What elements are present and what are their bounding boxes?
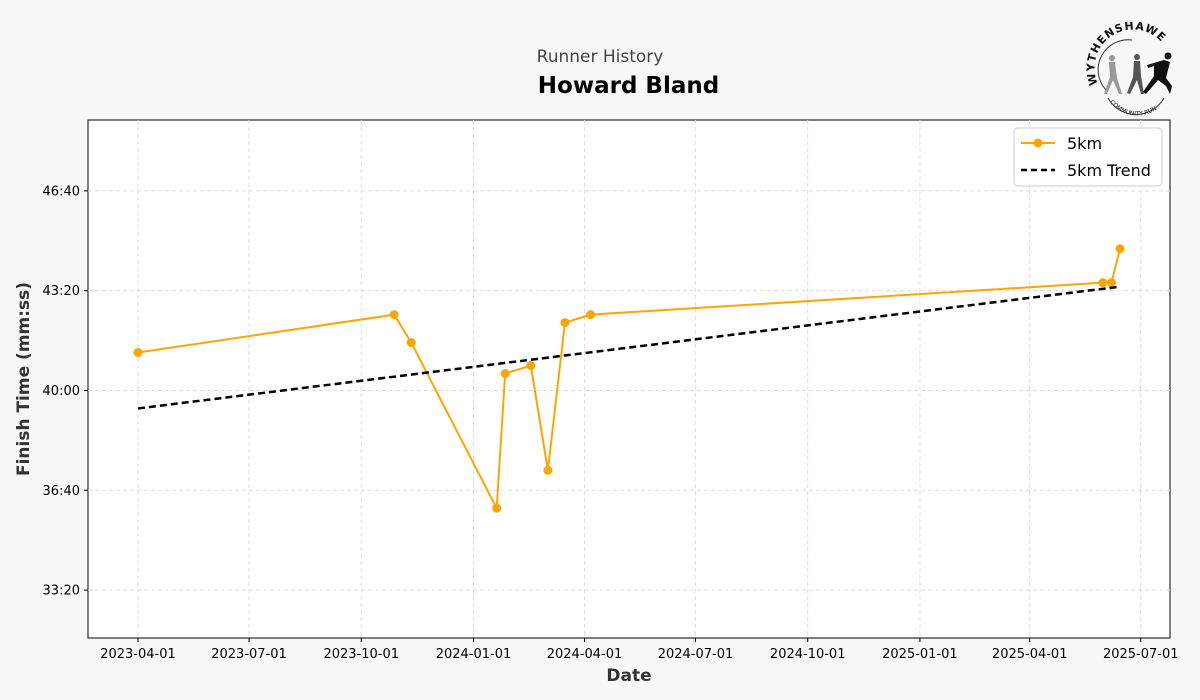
data-point-5km [406, 338, 416, 348]
y-tick-label: 33:20 [43, 584, 80, 599]
data-point-5km [1098, 278, 1108, 288]
y-axis-label: Finish Time (mm:ss) [14, 282, 34, 476]
y-tick-label: 46:40 [43, 184, 80, 199]
data-point-5km [526, 361, 536, 371]
y-tick-label: 40:00 [43, 384, 80, 399]
x-tick-label: 2024-10-01 [770, 647, 846, 662]
data-point-5km [1115, 244, 1125, 254]
x-tick-label: 2024-04-01 [547, 647, 623, 662]
x-tick-label: 2023-04-01 [100, 647, 176, 662]
y-tick-label: 36:40 [43, 484, 80, 499]
data-point-5km [492, 503, 502, 513]
data-point-5km [543, 465, 553, 475]
data-point-5km [389, 310, 399, 320]
data-point-5km [133, 348, 143, 358]
legend-5km-label: 5km [1067, 134, 1102, 153]
chart-title: Howard Bland [537, 73, 720, 99]
legend-trend-label: 5km Trend [1067, 161, 1151, 180]
x-tick-label: 2025-07-01 [1103, 647, 1179, 662]
x-tick-label: 2023-07-01 [211, 647, 287, 662]
plot-area [87, 119, 1171, 639]
x-tick-label: 2025-04-01 [992, 647, 1068, 662]
data-point-5km [586, 310, 596, 320]
x-tick-label: 2024-01-01 [436, 647, 512, 662]
wythenshawe-community-run-logo: WYTHENSHAWE COMMUNITY RUN [1084, 22, 1172, 118]
data-point-5km [560, 318, 570, 328]
x-tick-label: 2023-10-01 [323, 647, 399, 662]
x-axis-label: Date [606, 666, 651, 686]
x-tick-label: 2025-01-01 [882, 647, 958, 662]
legend: 5km 5km Trend [1013, 127, 1163, 187]
legend-5km-marker [1033, 138, 1043, 148]
data-point-5km [1106, 278, 1116, 288]
data-point-5km [500, 369, 510, 379]
chart-subtitle: Runner History [536, 47, 664, 67]
x-tick-label: 2024-07-01 [658, 647, 734, 662]
y-tick-label: 43:20 [43, 284, 80, 299]
